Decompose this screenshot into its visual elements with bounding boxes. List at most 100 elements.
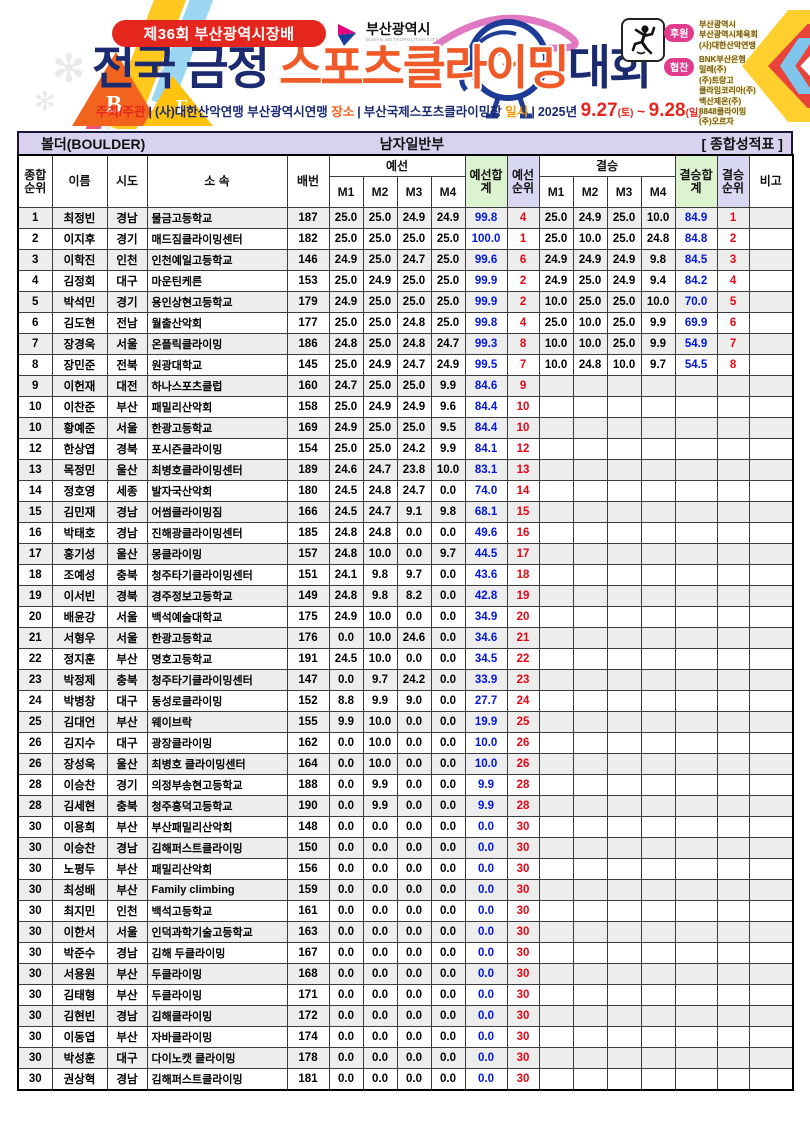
prelim-sum-cell: 0.0 — [464, 1005, 508, 1027]
prelim-m2-cell: 0.0 — [362, 816, 398, 838]
prelim-m1-cell: 25.0 — [328, 228, 364, 250]
sponsor-list: 부산광역시 부산광역시체육회 (사)대한산악연맹 — [699, 20, 758, 51]
final-m2-cell — [572, 795, 608, 817]
date-year: 2025년 — [537, 105, 578, 119]
final-rank-cell — [716, 522, 750, 544]
table-row: 9 이헌재 대전 하나스포츠클럽 160 24.7 25.0 25.0 9.9 84.6 9 — [17, 375, 794, 397]
final-sum-cell: 84.9 — [674, 207, 718, 229]
final-m1-cell — [538, 711, 574, 733]
final-m2-cell — [572, 417, 608, 439]
table-row: 28 김세현 충북 청주흥덕고등학교 190 0.0 9.9 0.0 0.0 9.9 28 — [17, 795, 794, 817]
final-m4-cell — [640, 921, 676, 943]
prelim-m1-cell: 0.0 — [328, 774, 364, 796]
region-cell: 인천 — [106, 900, 148, 922]
overall-rank-cell: 4 — [17, 270, 53, 292]
overall-rank-cell: 7 — [17, 333, 53, 355]
final-rank-cell: 8 — [716, 354, 750, 376]
club-cell: 김해클라이밍 — [146, 1005, 288, 1027]
organizer-label: 주최/주관 — [96, 105, 146, 119]
bib-cell: 154 — [286, 438, 330, 460]
club-cell: 백석고등학교 — [146, 900, 288, 922]
name-cell: 홍기성 — [51, 543, 108, 565]
note-cell — [748, 522, 794, 544]
region-cell: 충북 — [106, 564, 148, 586]
prelim-m2-cell: 24.8 — [362, 480, 398, 502]
table-row: 20 배윤강 서울 백석예술대학교 175 24.9 10.0 0.0 0.0 34.9 20 — [17, 606, 794, 628]
prelim-m2-cell: 0.0 — [362, 984, 398, 1006]
final-rank-cell — [716, 858, 750, 880]
bib-cell: 168 — [286, 963, 330, 985]
final-m3-cell — [606, 963, 642, 985]
prelim-m2-cell: 9.9 — [362, 690, 398, 712]
final-m4-cell: 9.9 — [640, 312, 676, 334]
final-sum-cell — [674, 606, 718, 628]
overall-rank-cell: 30 — [17, 900, 53, 922]
final-m1-cell — [538, 543, 574, 565]
prelim-m4-cell: 0.0 — [430, 1026, 466, 1048]
name-cell: 김세현 — [51, 795, 108, 817]
table-row: 30 서용원 부산 두클라이밍 168 0.0 0.0 0.0 0.0 0.0 30 — [17, 963, 794, 985]
overall-rank-cell: 30 — [17, 1005, 53, 1027]
final-m1-cell — [538, 459, 574, 481]
prelim-rank-cell: 30 — [506, 1026, 540, 1048]
note-cell — [748, 501, 794, 523]
overall-rank-cell: 12 — [17, 438, 53, 460]
prelim-m4-cell: 0.0 — [430, 585, 466, 607]
prelim-m2-cell: 24.7 — [362, 459, 398, 481]
club-cell: 김해퍼스트클라이밍 — [146, 837, 288, 859]
name-cell: 박성훈 — [51, 1047, 108, 1069]
prelim-sum-cell: 84.1 — [464, 438, 508, 460]
final-rank-cell — [716, 648, 750, 670]
final-m3-cell — [606, 606, 642, 628]
prelim-m3-cell: 24.9 — [396, 207, 432, 229]
prelim-sum-cell: 99.6 — [464, 249, 508, 271]
name-cell: 박병창 — [51, 690, 108, 712]
overall-rank-cell: 3 — [17, 249, 53, 271]
prelim-sum-cell: 0.0 — [464, 816, 508, 838]
partner-item: (주)트랑고 — [699, 75, 734, 85]
prelim-m4-cell: 0.0 — [430, 921, 466, 943]
prelim-m3-cell: 24.2 — [396, 669, 432, 691]
venue-label: 장소 — [331, 105, 355, 119]
final-m1-cell — [538, 438, 574, 460]
partner-badge: 협찬 — [664, 58, 695, 76]
edition-badge: 제36회 부산광역시장배 — [112, 20, 326, 47]
final-sum-cell — [674, 753, 718, 775]
date-start-day: (토) — [617, 108, 634, 119]
prelim-m2-cell: 10.0 — [362, 732, 398, 754]
bib-cell: 158 — [286, 396, 330, 418]
final-m2-cell — [572, 1047, 608, 1069]
header-region: 시도 — [106, 154, 148, 208]
prelim-m2-cell: 10.0 — [362, 711, 398, 733]
region-cell: 경남 — [106, 501, 148, 523]
final-rank-cell: 7 — [716, 333, 750, 355]
busan-symbol-icon — [338, 24, 356, 46]
prelim-m4-cell: 25.0 — [430, 249, 466, 271]
bib-cell: 175 — [286, 606, 330, 628]
header-final-m4: M4 — [640, 176, 676, 208]
region-cell: 서울 — [106, 921, 148, 943]
final-m2-cell — [572, 921, 608, 943]
prelim-m3-cell: 24.7 — [396, 480, 432, 502]
prelim-m4-cell: 25.0 — [430, 270, 466, 292]
region-cell: 부산 — [106, 396, 148, 418]
bib-cell: 166 — [286, 501, 330, 523]
region-cell: 경남 — [106, 837, 148, 859]
prelim-m4-cell: 0.0 — [430, 963, 466, 985]
prelim-m2-cell: 25.0 — [362, 207, 398, 229]
note-cell — [748, 711, 794, 733]
overall-rank-cell: 1 — [17, 207, 53, 229]
final-m3-cell — [606, 732, 642, 754]
final-rank-cell — [716, 417, 750, 439]
final-rank-cell — [716, 501, 750, 523]
prelim-m3-cell: 0.0 — [396, 606, 432, 628]
note-cell — [748, 858, 794, 880]
prelim-sum-cell: 83.1 — [464, 459, 508, 481]
final-m4-cell — [640, 459, 676, 481]
table-row: 30 노평두 부산 패밀리산악회 156 0.0 0.0 0.0 0.0 0.0 30 — [17, 858, 794, 880]
final-m2-cell — [572, 690, 608, 712]
final-m1-cell: 24.9 — [538, 270, 574, 292]
overall-rank-cell: 19 — [17, 585, 53, 607]
note-cell — [748, 333, 794, 355]
final-m3-cell — [606, 1068, 642, 1091]
